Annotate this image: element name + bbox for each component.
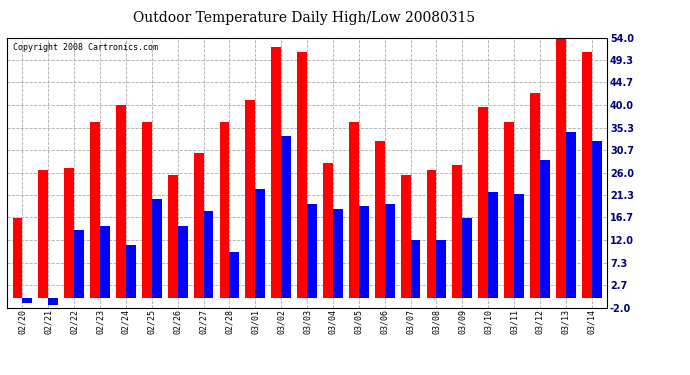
Bar	[556, 33, 566, 298]
Bar	[178, 225, 188, 298]
Bar	[297, 52, 307, 298]
Bar	[219, 122, 229, 298]
Bar	[22, 298, 32, 303]
Bar	[411, 240, 420, 298]
Bar	[349, 122, 359, 298]
Bar	[437, 240, 446, 298]
Bar	[426, 170, 437, 298]
Bar	[323, 163, 333, 298]
Bar	[478, 107, 488, 298]
Bar	[453, 165, 462, 298]
Bar	[48, 298, 58, 305]
Bar	[530, 93, 540, 298]
Bar	[591, 141, 602, 298]
Bar	[194, 153, 204, 298]
Bar	[582, 52, 591, 298]
Bar	[255, 189, 265, 298]
Bar	[152, 199, 161, 298]
Bar	[282, 136, 291, 298]
Bar	[142, 122, 152, 298]
Bar	[375, 141, 385, 298]
Bar	[504, 122, 514, 298]
Bar	[385, 204, 395, 298]
Text: Outdoor Temperature Daily High/Low 20080315: Outdoor Temperature Daily High/Low 20080…	[132, 11, 475, 25]
Bar	[168, 175, 177, 298]
Bar	[540, 160, 550, 298]
Bar	[75, 230, 84, 298]
Bar	[64, 168, 75, 298]
Bar	[246, 100, 255, 298]
Bar	[116, 105, 126, 298]
Bar	[204, 211, 213, 298]
Bar	[307, 204, 317, 298]
Bar	[271, 47, 282, 298]
Bar	[514, 194, 524, 298]
Bar	[566, 132, 575, 298]
Bar	[126, 245, 136, 298]
Bar	[401, 175, 411, 298]
Bar	[39, 170, 48, 298]
Bar	[100, 225, 110, 298]
Text: Copyright 2008 Cartronics.com: Copyright 2008 Cartronics.com	[13, 43, 158, 52]
Bar	[229, 252, 239, 298]
Bar	[90, 122, 100, 298]
Bar	[489, 192, 498, 298]
Bar	[359, 206, 368, 298]
Bar	[12, 218, 22, 298]
Bar	[333, 209, 343, 298]
Bar	[462, 218, 472, 298]
